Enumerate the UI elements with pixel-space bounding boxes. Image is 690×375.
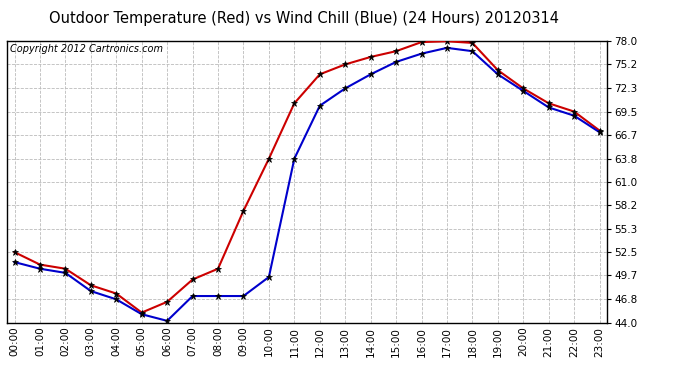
- Text: Outdoor Temperature (Red) vs Wind Chill (Blue) (24 Hours) 20120314: Outdoor Temperature (Red) vs Wind Chill …: [48, 11, 559, 26]
- Text: Copyright 2012 Cartronics.com: Copyright 2012 Cartronics.com: [10, 44, 163, 54]
